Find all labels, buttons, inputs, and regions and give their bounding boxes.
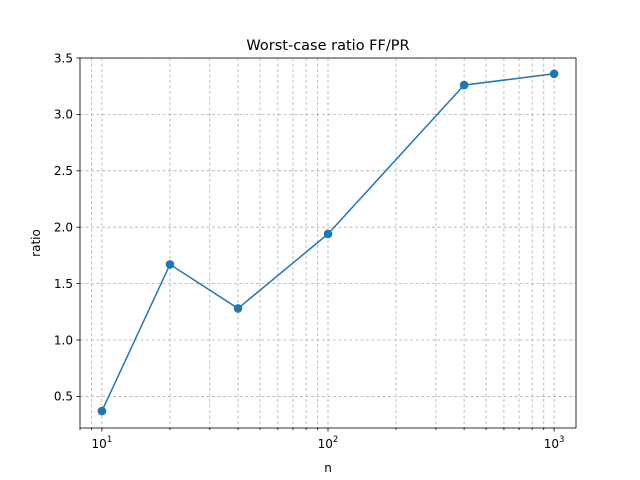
grid — [79, 57, 576, 428]
data-point-marker — [97, 406, 107, 416]
y-axis-title: ratio — [29, 229, 43, 257]
data-point-marker — [165, 260, 175, 269]
y-tick-label: 3.5 — [54, 51, 73, 65]
y-tick-label: 1.5 — [54, 277, 73, 291]
data-point-marker — [549, 69, 559, 79]
x-tick-label: 103 — [544, 435, 565, 451]
ticks: 0.5 1.0 1.5 2.0 2.5 3.0 3.5 101 102 103 — [54, 51, 565, 451]
x-axis-title: n — [324, 461, 332, 475]
x-tick-label: 101 — [92, 435, 113, 451]
y-tick-label: 2.0 — [54, 221, 73, 235]
y-tick-label: 3.0 — [54, 108, 73, 122]
plot-frame — [79, 57, 577, 429]
data-point-marker — [323, 229, 333, 239]
y-tick-label: 1.0 — [54, 333, 73, 347]
x-tick-label: 102 — [318, 435, 339, 451]
data-point-marker — [233, 304, 243, 313]
chart-title: Worst-case ratio FF/PR — [246, 38, 409, 54]
data-point-marker — [459, 80, 469, 90]
y-tick-label: 0.5 — [54, 390, 73, 404]
series-line — [101, 73, 555, 412]
y-tick-label: 2.5 — [54, 164, 73, 178]
data-series — [97, 69, 559, 416]
